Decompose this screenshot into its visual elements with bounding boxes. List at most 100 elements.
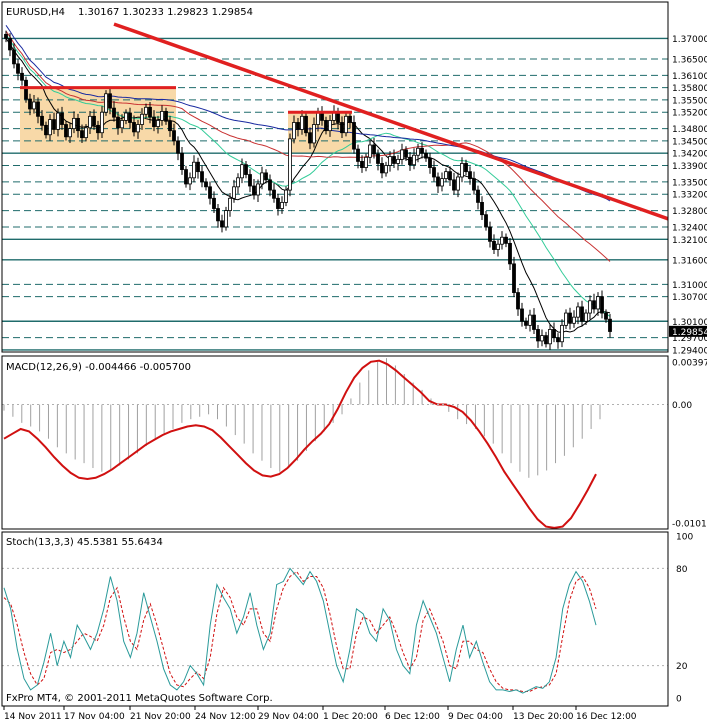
time-tick-label: 16 Dec 12:00 xyxy=(576,712,637,722)
candle xyxy=(36,97,40,124)
stochastic-title: Stoch(13,3,3) 45.5381 55.6434 xyxy=(6,537,163,548)
price-label-bg xyxy=(669,188,707,200)
candle xyxy=(148,101,152,124)
candle xyxy=(68,123,72,143)
candle xyxy=(368,139,372,164)
candle xyxy=(264,169,268,184)
macd-title: MACD(12,26,9) -0.004466 -0.005700 xyxy=(6,362,191,373)
candle xyxy=(288,133,292,197)
candle xyxy=(484,211,488,231)
price-tick-label: 1.31600 xyxy=(672,256,707,266)
candle xyxy=(256,179,260,202)
candle xyxy=(64,120,68,141)
candle xyxy=(92,109,96,130)
candle xyxy=(424,149,428,162)
candle xyxy=(476,185,480,210)
candle xyxy=(132,115,136,137)
candle xyxy=(588,295,592,320)
stochastic-tick-label: 0 xyxy=(676,695,682,705)
candle xyxy=(192,155,196,183)
price-label-bg xyxy=(669,344,707,356)
candle xyxy=(440,172,444,192)
candle xyxy=(448,166,452,186)
candle xyxy=(480,196,484,221)
candle xyxy=(376,149,380,171)
price-tick-label: 1.31000 xyxy=(672,281,707,291)
price-tick-label: 1.37000 xyxy=(672,35,707,45)
price-label-bg xyxy=(669,332,707,344)
price-label-bg xyxy=(669,69,707,81)
candle xyxy=(572,310,576,328)
candle xyxy=(312,117,316,148)
stochastic-panel: 100 80 20 0 Stoch(13,3,3) 45.5381 55.6434 xyxy=(2,533,693,705)
candle xyxy=(24,76,28,103)
price-tick-label: 1.32100 xyxy=(672,236,707,246)
price-label-bg xyxy=(669,53,707,65)
candle xyxy=(600,290,604,319)
candle xyxy=(268,174,272,197)
price-label-bg xyxy=(669,106,707,118)
candle xyxy=(576,302,580,325)
candle xyxy=(456,172,460,198)
candle xyxy=(412,148,416,170)
price-label-bg xyxy=(669,254,707,266)
time-tick-label: 17 Nov 04:00 xyxy=(64,712,125,722)
price-panel: 1.37000 1.36500 1.36100 1.35800 1.35500 1.352… xyxy=(2,7,707,356)
price-label-bg xyxy=(669,123,707,135)
copyright-label: FxPro MT4, © 2001-2011 MetaQuotes Softwa… xyxy=(6,693,273,704)
panel-frame xyxy=(1,531,669,707)
candle xyxy=(392,149,396,168)
price-label-bg xyxy=(669,135,707,147)
price-tick-label: 1.34800 xyxy=(672,125,707,135)
price-tick-label: 1.33500 xyxy=(672,178,707,188)
candle xyxy=(196,157,200,179)
candle xyxy=(208,181,212,205)
ma-fast-line xyxy=(5,38,611,333)
candle xyxy=(364,153,368,172)
candle xyxy=(404,146,408,161)
candle xyxy=(228,192,232,217)
macd-signal-polyline xyxy=(3,359,597,529)
candle xyxy=(20,67,24,86)
price-tick-label: 1.36100 xyxy=(672,72,707,82)
symbol-label: EURUSD,H4 xyxy=(6,7,65,18)
stochastic-tick-label: 20 xyxy=(676,662,688,672)
stochastic-levels xyxy=(2,567,668,667)
candle xyxy=(112,101,116,122)
candle xyxy=(200,165,204,188)
trend-line xyxy=(113,22,669,221)
candle xyxy=(340,116,344,139)
candle xyxy=(76,113,80,138)
candle xyxy=(544,331,548,348)
candle xyxy=(136,120,140,139)
candle xyxy=(220,214,224,233)
candle xyxy=(116,112,120,135)
candle xyxy=(180,147,184,175)
candle xyxy=(308,127,312,150)
candle xyxy=(124,109,128,125)
candle xyxy=(512,256,516,298)
price-tick-label: 1.35800 xyxy=(672,84,707,94)
candle xyxy=(536,324,540,348)
price-label-bg xyxy=(669,291,707,303)
zone-top-lines xyxy=(20,86,352,114)
candle xyxy=(380,157,384,179)
candle xyxy=(12,42,16,69)
time-axis: 14 Nov 2011 17 Nov 04:00 21 Nov 20:00 24 No… xyxy=(3,706,637,722)
price-label-bg xyxy=(669,221,707,233)
time-tick-label: 1 Dec 20:00 xyxy=(323,712,378,722)
price-label-bg xyxy=(669,32,707,44)
candle xyxy=(140,108,144,130)
candle xyxy=(580,300,584,327)
candle xyxy=(260,166,264,190)
macd-axis: 0.003976 0.00 -0.010194 xyxy=(2,359,707,530)
candle xyxy=(360,155,364,173)
candle xyxy=(472,171,476,195)
candle xyxy=(344,112,348,137)
price-label-bg xyxy=(669,82,707,94)
stochastic-axis: 100 80 20 0 xyxy=(676,533,693,705)
price-axis: 1.37000 1.36500 1.36100 1.35800 1.35500 1.352… xyxy=(669,32,707,356)
price-label-bg xyxy=(669,315,707,327)
